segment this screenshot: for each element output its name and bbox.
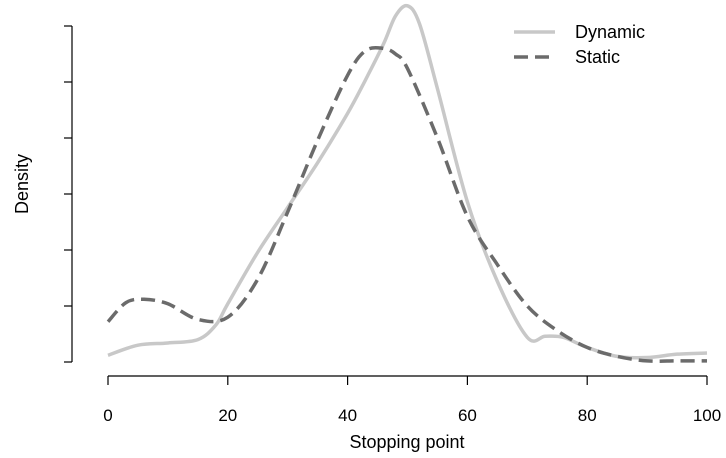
y-axis [64, 25, 73, 363]
x-tick-label-0: 0 [103, 406, 112, 425]
legend-label-static: Static [575, 47, 620, 67]
x-tick-label-2: 40 [338, 406, 357, 425]
x-axis-title: Stopping point [349, 432, 464, 452]
x-tick-label-3: 60 [458, 406, 477, 425]
x-tick-label-4: 80 [578, 406, 597, 425]
x-tick-label-5: 100 [693, 406, 721, 425]
legend-label-dynamic: Dynamic [575, 22, 645, 42]
series-layer [106, 3, 708, 363]
legend: Dynamic Static [514, 22, 645, 67]
x-tick-label-1: 20 [218, 406, 237, 425]
y-axis-title: Density [12, 154, 32, 214]
x-axis: 0 20 40 60 80 100 [103, 375, 721, 425]
series-static-line [106, 45, 707, 363]
